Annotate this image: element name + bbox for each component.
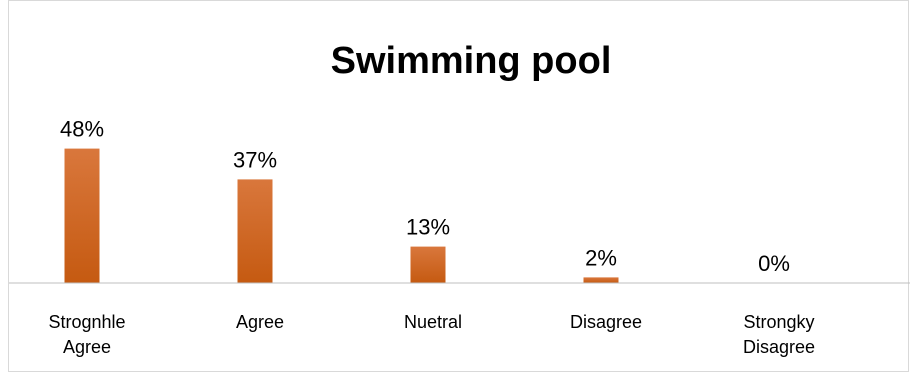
bar-0 [64, 148, 100, 283]
chart-svg: Swimming pool 48% Strognhle Agree 37% Agree 1… [9, 40, 910, 357]
data-label-2: 13% [406, 215, 450, 240]
tick-label-4: Strongky Disagree [743, 312, 815, 357]
bar-3 [583, 277, 619, 283]
bars-layer [64, 148, 619, 283]
tick-label-3: Disagree [570, 312, 642, 332]
tick-label-1: Agree [236, 312, 284, 332]
chart-title: Swimming pool [331, 40, 612, 82]
bar-2 [410, 246, 446, 283]
chart-frame: Swimming pool 48% Strognhle Agree 37% Agree 1… [8, 0, 910, 372]
data-label-4: 0% [758, 251, 790, 276]
data-label-3: 2% [585, 245, 617, 270]
bar-1 [237, 179, 273, 283]
data-label-0: 48% [60, 117, 104, 142]
labels-layer: 48% Strognhle Agree 37% Agree 13% Nuetral 2% Dis… [48, 117, 815, 357]
tick-label-2: Nuetral [404, 312, 462, 332]
data-label-1: 37% [233, 147, 277, 172]
tick-label-0: Strognhle Agree [48, 312, 125, 357]
